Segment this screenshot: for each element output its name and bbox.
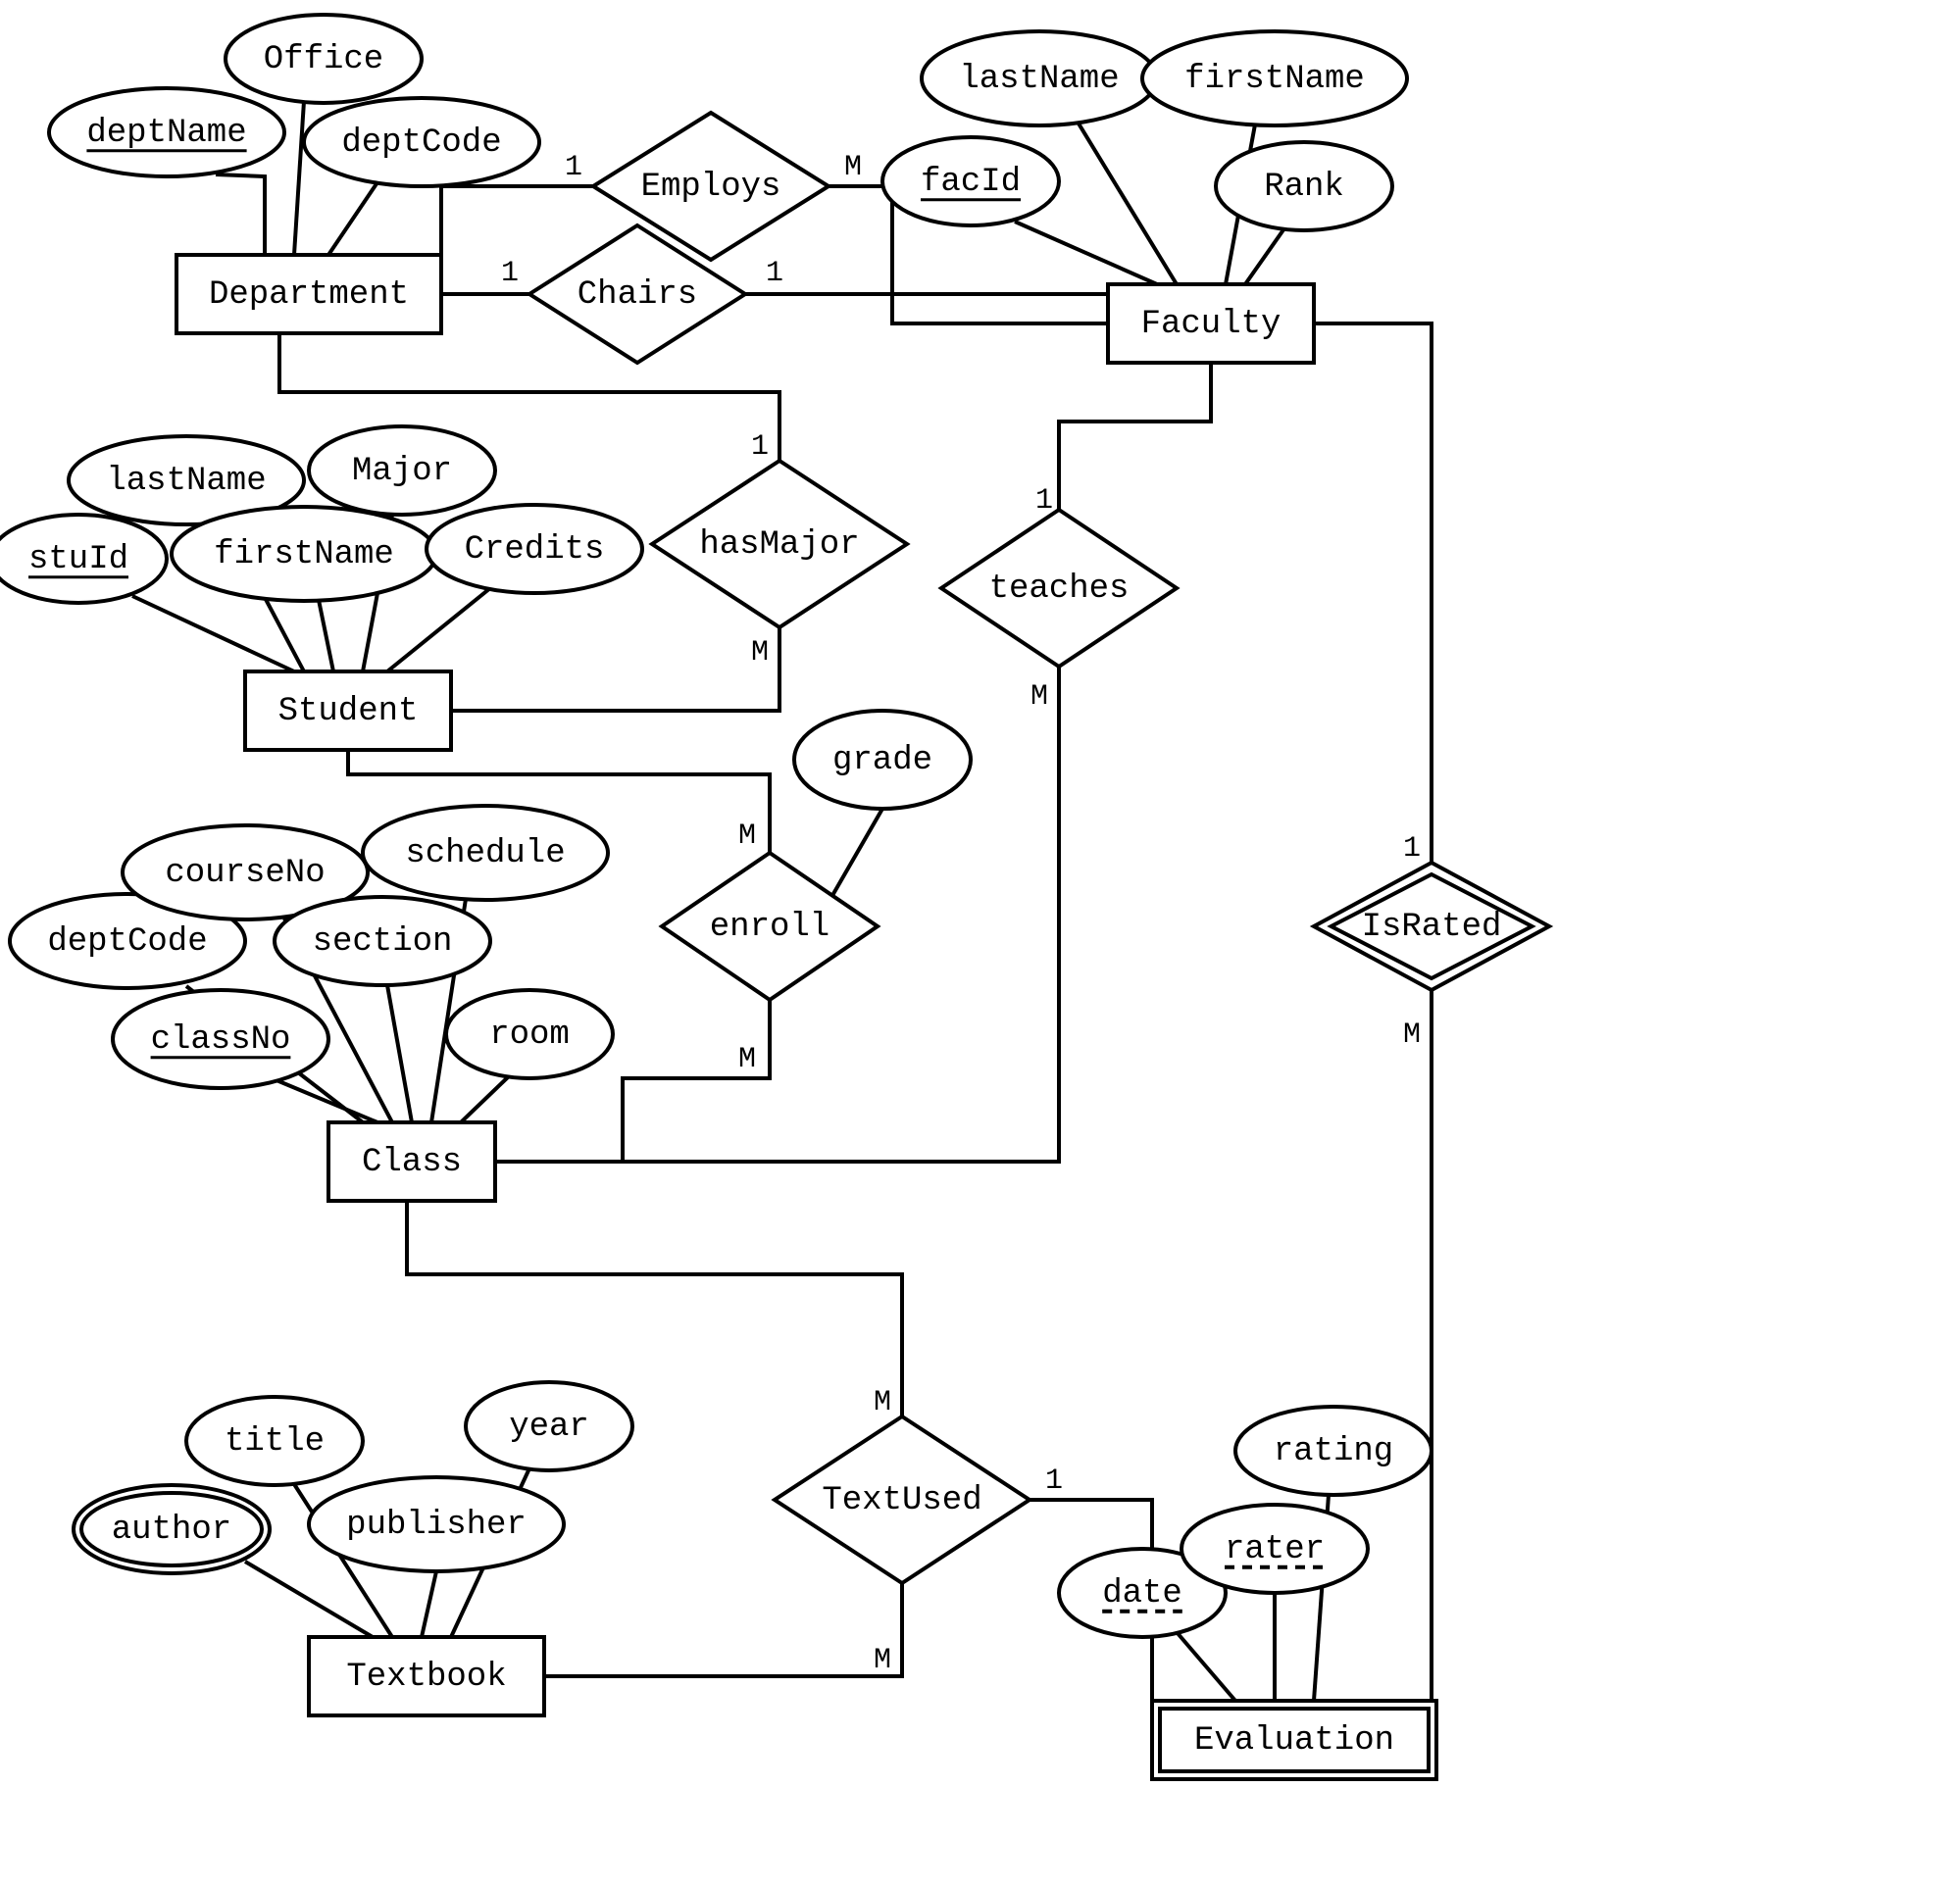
attribute-Rank: Rank (1216, 142, 1392, 230)
attribute-deptCode: deptCode (304, 98, 539, 186)
cardinality-label: M (844, 151, 862, 184)
attribute-label: grade (832, 742, 932, 779)
attribute-schedule: schedule (363, 806, 608, 900)
attribute-label: section (313, 923, 453, 961)
attribute-facId: facId (882, 137, 1059, 225)
attribute-firstNameS: firstName (172, 507, 436, 601)
attribute-label: rating (1274, 1433, 1393, 1470)
attribute-label: firstName (214, 536, 394, 573)
cardinality-label: 1 (501, 257, 519, 290)
entity-label: Textbook (346, 1659, 506, 1696)
attribute-label: lastName (959, 61, 1119, 98)
entity-label: Student (278, 693, 419, 730)
attribute-room: room (446, 990, 613, 1078)
attribute-label: publisher (346, 1507, 527, 1544)
attribute-label: deptCode (341, 124, 501, 162)
cardinality-label: M (1030, 680, 1048, 714)
entity-label: Evaluation (1194, 1722, 1394, 1760)
attribute-label: deptCode (47, 923, 207, 961)
attribute-label: facId (921, 164, 1021, 201)
attribute-section: section (275, 897, 490, 985)
entity-label: Class (362, 1144, 462, 1181)
attribute-label: author (112, 1512, 231, 1549)
attribute-stuId: stuId (0, 515, 167, 603)
relationship-label: IsRated (1362, 909, 1502, 946)
cardinality-label: M (738, 1043, 756, 1076)
attribute-rater: rater (1181, 1505, 1368, 1593)
relationship-label: enroll (710, 909, 829, 946)
attribute-label: date (1102, 1575, 1182, 1613)
attribute-label: courseNo (165, 855, 325, 892)
attribute-label: title (225, 1423, 325, 1461)
relationship-label: Chairs (578, 276, 697, 314)
attribute-classNo: classNo (113, 990, 328, 1088)
attribute-year: year (466, 1382, 632, 1470)
cardinality-label: M (874, 1644, 891, 1677)
attribute-label: Credits (465, 531, 605, 569)
attribute-label: Office (264, 41, 383, 78)
attribute-label: room (489, 1017, 570, 1054)
entity-label: Department (209, 276, 409, 314)
attribute-deptName: deptName (49, 88, 284, 176)
attribute-label: year (509, 1409, 589, 1446)
attribute-label: schedule (405, 835, 565, 872)
cardinality-label: M (1403, 1018, 1421, 1052)
attribute-title: title (186, 1397, 363, 1485)
attribute-lastNameF: lastName (922, 31, 1157, 125)
cardinality-label: 1 (1045, 1465, 1063, 1498)
cardinality-label: 1 (751, 430, 769, 464)
attribute-label: rater (1225, 1531, 1325, 1568)
attribute-label: Major (352, 453, 452, 490)
attribute-label: firstName (1184, 61, 1365, 98)
cardinality-label: 1 (766, 257, 783, 290)
attribute-rating: rating (1235, 1407, 1432, 1495)
attribute-label: stuId (28, 541, 128, 578)
attribute-Credits: Credits (427, 505, 642, 593)
attribute-grade: grade (794, 711, 971, 809)
relationship-label: TextUsed (822, 1482, 981, 1519)
relationship-label: teaches (989, 571, 1130, 608)
cardinality-label: M (738, 819, 756, 853)
attribute-label: Rank (1264, 169, 1344, 206)
attribute-Office: Office (226, 15, 422, 103)
cardinality-label: M (874, 1386, 891, 1419)
attribute-publisher: publisher (309, 1477, 564, 1571)
attribute-author: author (74, 1485, 270, 1573)
cardinality-label: 1 (565, 151, 582, 184)
entity-label: Faculty (1141, 306, 1282, 343)
relationship-label: hasMajor (699, 526, 859, 564)
attribute-label: lastName (106, 463, 266, 500)
cardinality-label: M (751, 636, 769, 670)
relationship-label: Employs (641, 169, 781, 206)
er-diagram: 1 M 1 1 1 M 1 M M M 1 M M M 1 deptName Office deptCode fac… (0, 0, 1960, 1887)
attribute-firstNameF: firstName (1142, 31, 1407, 125)
attribute-Major: Major (309, 426, 495, 515)
attribute-label: classNo (151, 1021, 291, 1059)
cardinality-label: 1 (1403, 832, 1421, 866)
cardinality-label: 1 (1035, 484, 1053, 518)
attribute-label: deptName (86, 115, 246, 152)
